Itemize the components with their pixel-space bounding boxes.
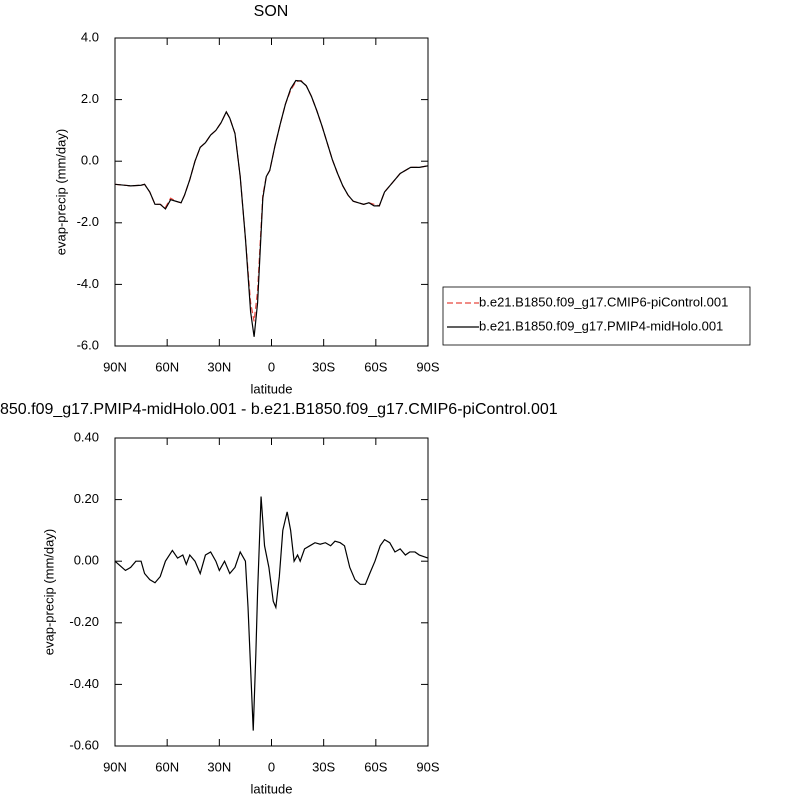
chart-title: 850.f09_g17.PMIP4-midHolo.001 - b.e21.B1… — [0, 401, 558, 418]
x-tick-label: 0 — [268, 359, 275, 374]
legend-box — [442, 286, 751, 346]
y-tick-label: 2.0 — [81, 91, 99, 106]
y-tick-label: -0.20 — [69, 614, 99, 629]
series-line — [114, 496, 429, 731]
y-axis-label: evap-precip (mm/day) — [41, 529, 56, 655]
x-tick-label: 90N — [103, 759, 127, 774]
y-tick-label: -2.0 — [77, 214, 99, 229]
y-tick-label: -6.0 — [77, 337, 99, 352]
y-tick-label: 0.0 — [81, 153, 99, 168]
series-line — [114, 79, 429, 337]
x-tick-label: 90S — [416, 759, 439, 774]
y-tick-label: -4.0 — [77, 276, 99, 291]
x-axis-label: latitude — [251, 781, 293, 796]
x-tick-label: 60N — [155, 759, 179, 774]
y-axis-label: evap-precip (mm/day) — [53, 129, 68, 255]
x-tick-label: 30S — [312, 359, 335, 374]
x-tick-label: 90N — [103, 359, 127, 374]
x-tick-label: 30N — [207, 759, 231, 774]
x-tick-label: 60S — [364, 359, 387, 374]
x-axis-label: latitude — [251, 381, 293, 396]
y-tick-label: -0.60 — [69, 737, 99, 752]
x-tick-label: 30S — [312, 759, 335, 774]
y-tick-label: 0.00 — [74, 553, 99, 568]
legend-label: b.e21.B1850.f09_g17.CMIP6-piControl.001 — [479, 294, 728, 309]
y-tick-label: 0.40 — [74, 429, 99, 444]
y-tick-label: -0.40 — [69, 676, 99, 691]
x-tick-label: 30N — [207, 359, 231, 374]
x-tick-label: 60S — [364, 759, 387, 774]
chart-title: SON — [254, 3, 289, 20]
y-tick-label: 4.0 — [81, 29, 99, 44]
plot-frame — [114, 37, 429, 347]
legend-label: b.e21.B1850.f09_g17.PMIP4-midHolo.001 — [479, 318, 723, 333]
x-tick-label: 60N — [155, 359, 179, 374]
x-tick-label: 0 — [268, 759, 275, 774]
y-tick-label: 0.20 — [74, 491, 99, 506]
x-tick-label: 90S — [416, 359, 439, 374]
